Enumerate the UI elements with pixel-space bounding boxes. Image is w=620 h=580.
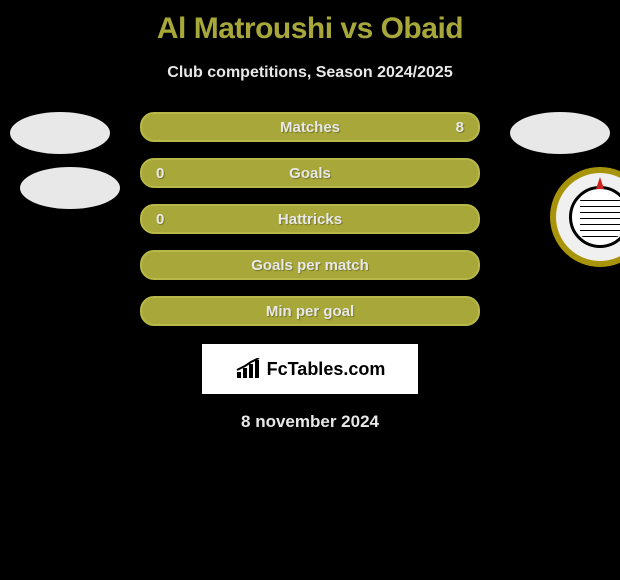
stat-left-value: 0 [156, 165, 176, 182]
stat-label: Min per goal [266, 303, 354, 320]
stat-label: Hattricks [278, 211, 342, 228]
stat-row-goals-per-match: Goals per match [140, 250, 480, 280]
comparison-subtitle: Club competitions, Season 2024/2025 [0, 64, 620, 82]
stat-row-hattricks: 0 Hattricks [140, 204, 480, 234]
stat-label: Matches [280, 119, 340, 136]
stat-right-value: 8 [444, 119, 464, 136]
club-crest-icon [550, 167, 620, 267]
stat-label: Goals per match [251, 257, 369, 274]
snapshot-date: 8 november 2024 [0, 412, 620, 432]
comparison-title: Al Matroushi vs Obaid [0, 0, 620, 46]
bar-chart-icon [235, 358, 261, 380]
club-right-badge [550, 167, 620, 267]
club-left-badge-placeholder [20, 167, 120, 209]
branding-banner: FcTables.com [202, 344, 418, 394]
stat-row-min-per-goal: Min per goal [140, 296, 480, 326]
stat-label: Goals [289, 165, 331, 182]
comparison-body: Matches 8 0 Goals 0 Hattricks Goals per … [0, 112, 620, 432]
stat-row-goals: 0 Goals [140, 158, 480, 188]
player-left-avatar-placeholder [10, 112, 110, 154]
branding-text: FcTables.com [267, 359, 386, 380]
stats-rows: Matches 8 0 Goals 0 Hattricks Goals per … [140, 112, 480, 326]
stat-row-matches: Matches 8 [140, 112, 480, 142]
stat-left-value: 0 [156, 211, 176, 228]
club-crest-inner-icon [569, 186, 620, 248]
player-right-avatar-placeholder [510, 112, 610, 154]
